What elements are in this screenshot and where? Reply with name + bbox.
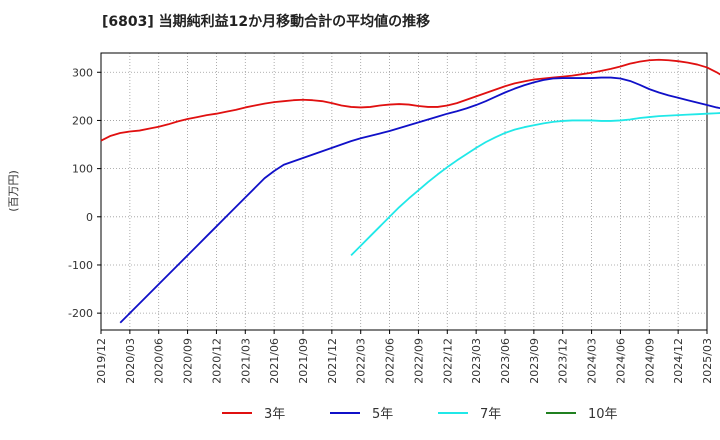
x-tick-label: 2024/06 — [614, 338, 627, 384]
x-tick-label: 2021/03 — [239, 338, 252, 384]
chart-title: [6803] 当期純利益12か月移動合計の平均値の推移 — [102, 13, 430, 30]
x-tick-label: 2021/09 — [297, 338, 310, 384]
x-axis-ticks: 2019/12 2020/03 2020/06 2020/09 2020/12 2021/… — [95, 330, 714, 384]
legend-label-1: 5年 — [372, 407, 393, 422]
series-line-1 — [119, 76, 720, 324]
legend: 3年 5年 7年 10年 — [222, 407, 618, 422]
legend-label-0: 3年 — [264, 407, 285, 422]
x-tick-label: 2021/06 — [268, 338, 281, 384]
series-line-0 — [100, 58, 720, 142]
x-tick-label: 2024/03 — [586, 338, 599, 384]
x-tick-label: 2023/09 — [528, 338, 541, 384]
x-tick-label: 2022/06 — [384, 338, 397, 384]
y-tick-label: -100 — [68, 259, 93, 272]
x-tick-label: 2023/06 — [499, 338, 512, 384]
x-tick-label: 2022/09 — [412, 338, 425, 384]
x-tick-label: 2025/03 — [701, 338, 714, 384]
x-tick-label: 2020/09 — [182, 338, 195, 384]
y-axis-ticks: -200 -100 0 100 200 300 — [68, 66, 101, 320]
x-tick-label: 2020/12 — [210, 338, 223, 384]
x-tick-label: 2024/12 — [672, 338, 685, 384]
y-tick-label: -200 — [68, 307, 93, 320]
legend-label-3: 10年 — [588, 407, 618, 422]
x-tick-label: 2022/03 — [355, 338, 368, 384]
x-tick-label: 2024/09 — [643, 338, 656, 384]
y-axis-label: (百万円) — [7, 170, 20, 212]
y-tick-label: 0 — [86, 211, 93, 224]
x-tick-label: 2020/03 — [124, 338, 137, 384]
x-tick-label: 2020/06 — [153, 338, 166, 384]
legend-label-2: 7年 — [480, 407, 501, 422]
x-tick-label: 2019/12 — [95, 338, 108, 384]
plot-area — [101, 53, 707, 330]
x-tick-label: 2022/12 — [441, 338, 454, 384]
y-tick-label: 200 — [72, 114, 93, 127]
plot-frame — [100, 52, 708, 331]
x-tick-label: 2023/12 — [557, 338, 570, 384]
y-tick-label: 100 — [72, 163, 93, 176]
grid — [100, 53, 708, 330]
y-tick-label: 300 — [72, 66, 93, 79]
x-tick-label: 2023/03 — [470, 338, 483, 384]
x-tick-label: 2021/12 — [326, 338, 339, 384]
